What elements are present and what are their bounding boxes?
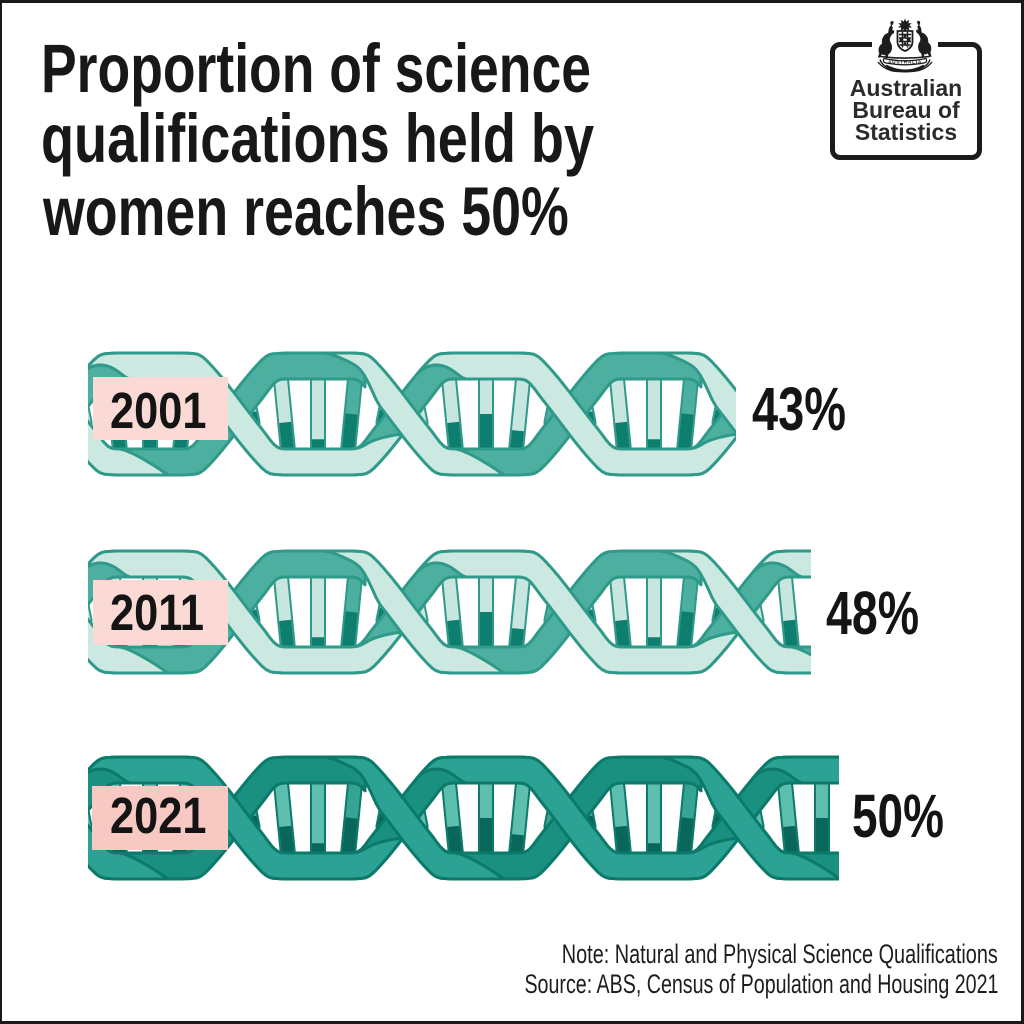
svg-text:AUSTRALIA: AUSTRALIA <box>888 60 922 66</box>
